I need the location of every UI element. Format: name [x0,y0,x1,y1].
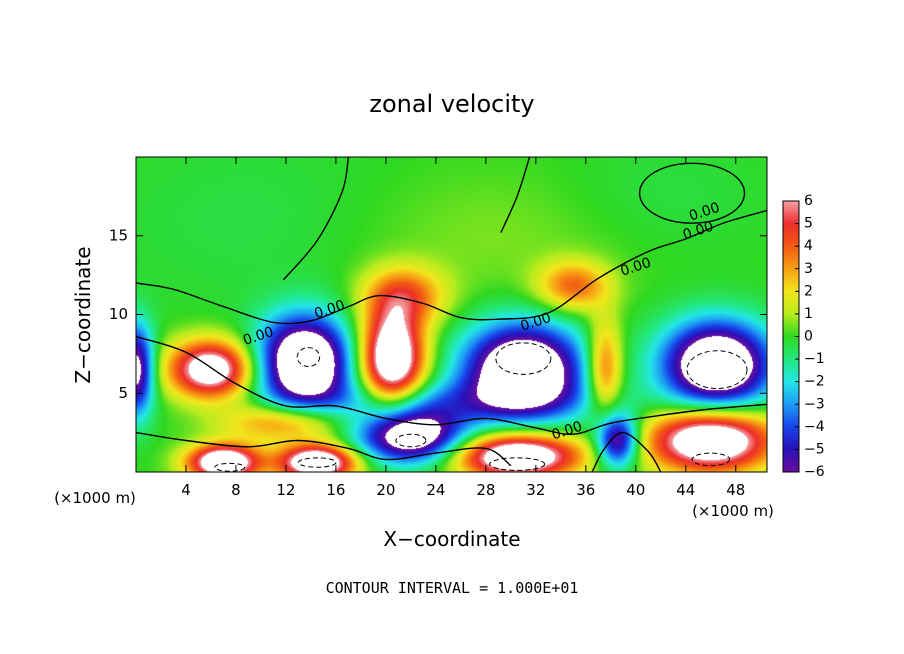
zero-contour-line [135,209,768,325]
colorbar-tick-label: −5 [804,441,825,457]
colorbar-tick-label: 6 [804,193,813,209]
y-tick-label: 10 [109,305,128,323]
negative-contour-line [214,462,246,472]
colorbar-tick-label: 5 [804,216,813,232]
zero-contour-line [135,431,512,467]
negative-contour-line [296,347,321,367]
x-tick-label: 4 [181,481,191,499]
colorbar-tick-label: 3 [804,261,813,277]
y-axis-label: Z−coordinate [71,246,95,383]
negative-contour-line [495,342,552,375]
colorbar-tick-label: 0 [804,329,813,345]
x-tick-label: 12 [276,481,295,499]
colorbar-tick-label: 2 [804,283,813,299]
x-tick-label: 24 [426,481,445,499]
negative-contour-line [691,452,731,467]
negative-contour-line [297,457,337,468]
x-tick-label: 28 [476,481,495,499]
contour-interval-note: CONTOUR INTERVAL = 1.000E+01 [326,579,579,597]
colorbar-tick-label: 1 [804,306,813,322]
plot-area: 0.000.000.000.000.000.000.00 [135,156,768,473]
x-tick-label: 44 [676,481,695,499]
contour-lines [135,156,768,473]
colorbar-tick-label: −1 [804,351,825,367]
y-tick-label: 15 [109,226,128,244]
colorbar-tick-label: 4 [804,238,813,254]
colorbar-tick-label: −2 [804,374,825,390]
colorbar: 6 5 4 3 2 1 0 −1 −2 −3 −4 −5 −6 [782,193,825,480]
colorbar-tick-label: −4 [804,419,825,435]
colorbar-tick-label: −6 [804,464,825,480]
zero-contour-line [135,335,768,435]
x-tick-label: 36 [576,481,595,499]
y-axis: 5 10 15 [109,226,767,402]
x-tick-label: 48 [726,481,745,499]
negative-contour-line [686,350,748,390]
zero-contour-line [282,156,350,281]
x-unit-left: (×1000 m) [54,489,136,507]
y-tick-label: 5 [118,384,128,402]
negative-contour-line [489,457,546,471]
x-tick-label: 8 [231,481,241,499]
colorbar-tick-label: −3 [804,396,825,412]
x-unit-right: (×1000 m) [692,502,774,520]
chart-title: zonal velocity [369,90,534,118]
zero-contour-line [500,156,531,233]
x-tick-label: 40 [626,481,645,499]
x-tick-label: 32 [526,481,545,499]
x-tick-label: 16 [326,481,345,499]
x-axis: 4 8 12 16 20 24 28 32 36 40 44 48 [181,157,745,499]
x-axis-label: X−coordinate [383,527,520,551]
zero-contour-line [591,431,662,473]
negative-contour-line [395,433,427,448]
closed-contour-line [638,162,746,224]
x-tick-label: 20 [376,481,395,499]
